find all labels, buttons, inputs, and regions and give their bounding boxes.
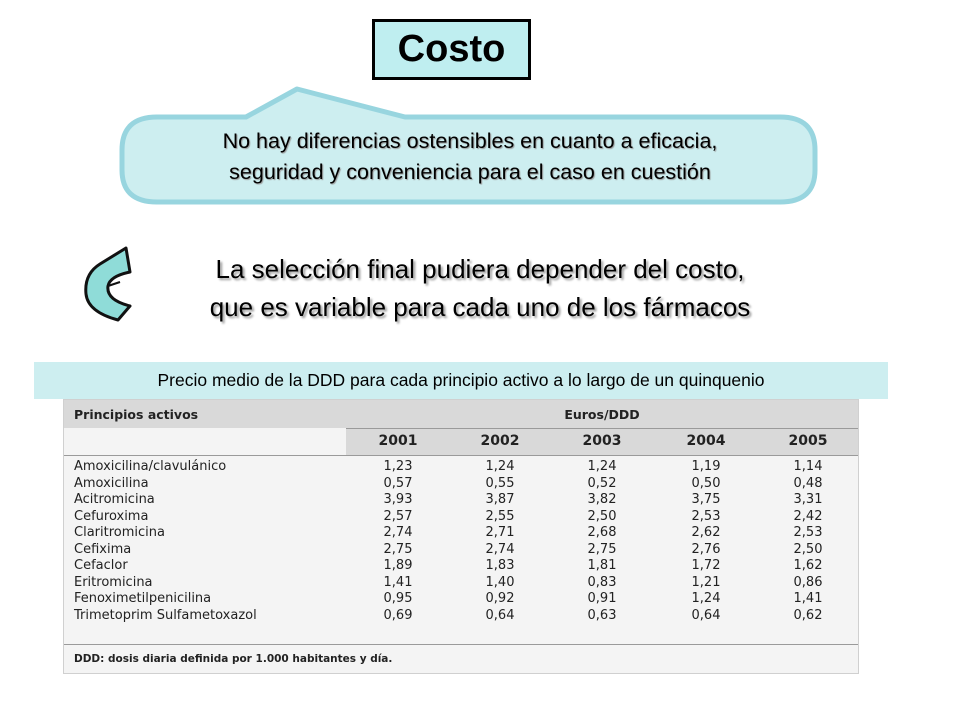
bubble-text: No hay diferencias ostensibles en cuanto… <box>125 126 815 188</box>
price-cell: 0,92 <box>485 591 515 606</box>
drug-name: Amoxicilina <box>74 475 149 491</box>
price-cell: 2,75 <box>587 541 617 557</box>
table-row: Cefaclor 1,89 1,83 1,81 1,72 1,62 <box>64 557 858 574</box>
price-cell: 2,50 <box>793 541 823 557</box>
price-cell: 2,53 <box>691 508 721 524</box>
price-cell: 1,40 <box>485 574 515 590</box>
price-cell: 0,48 <box>793 475 823 491</box>
page-title: Costo <box>397 28 506 70</box>
price-table: Principios activos Euros/DDD 2001 2002 2… <box>63 399 859 674</box>
price-cell: 2,68 <box>587 525 617 540</box>
price-cell: 0,63 <box>587 607 617 623</box>
price-cell: 0,52 <box>587 475 617 491</box>
price-cell: 2,50 <box>587 508 617 524</box>
price-cell: 2,42 <box>793 508 823 524</box>
table-header: Principios activos Euros/DDD <box>64 400 858 428</box>
table-row: Fenoximetilpenicilina 0,95 0,92 0,91 1,2… <box>64 590 858 607</box>
price-cell: 1,72 <box>691 558 721 573</box>
price-cell: 0,91 <box>587 591 617 606</box>
inverted-question-mark-icon <box>84 246 132 322</box>
price-cell: 1,41 <box>793 591 823 606</box>
price-cell: 2,76 <box>691 541 721 557</box>
price-cell: 0,83 <box>587 574 617 590</box>
table-row: Eritromicina 1,41 1,40 0,83 1,21 0,86 <box>64 574 858 591</box>
column-header-principios: Principios activos <box>74 407 199 422</box>
table-row: Amoxicilina/clavulánico 1,23 1,24 1,24 1… <box>64 458 858 475</box>
drug-name: Cefixima <box>74 541 132 557</box>
year-header: 2003 <box>582 433 622 449</box>
price-cell: 2,53 <box>793 525 823 540</box>
table-row: Trimetoprim Sulfametoxazol 0,69 0,64 0,6… <box>64 607 858 624</box>
price-cell: 2,71 <box>485 525 515 540</box>
price-cell: 1,81 <box>587 558 617 573</box>
header-divider <box>346 428 858 429</box>
year-header-row: 2001 2002 2003 2004 2005 <box>346 429 858 455</box>
unit-header: Euros/DDD <box>564 407 640 422</box>
price-cell: 0,50 <box>691 475 721 491</box>
price-cell: 2,57 <box>383 508 413 524</box>
price-cell: 3,75 <box>691 492 721 507</box>
drug-name: Claritromicina <box>74 525 165 540</box>
table-row: Cefuroxima 2,57 2,55 2,50 2,53 2,42 <box>64 508 858 525</box>
main-line-1: La selección final pudiera depender del … <box>215 254 745 284</box>
price-cell: 0,64 <box>485 607 515 623</box>
drug-name: Trimetoprim Sulfametoxazol <box>74 607 257 623</box>
drug-name: Eritromicina <box>74 574 153 590</box>
price-cell: 3,87 <box>485 492 515 507</box>
table-row: Amoxicilina 0,57 0,55 0,52 0,50 0,48 <box>64 475 858 492</box>
price-cell: 3,93 <box>383 492 413 507</box>
year-header: 2005 <box>788 433 828 449</box>
price-cell: 1,24 <box>691 591 721 606</box>
price-cell: 2,62 <box>691 525 721 540</box>
main-statement: La selección final pudiera depender del … <box>130 250 830 326</box>
drug-name: Acitromicina <box>74 492 155 507</box>
price-cell: 1,19 <box>691 459 721 474</box>
price-cell: 2,55 <box>485 508 515 524</box>
price-cell: 1,21 <box>691 574 721 590</box>
bubble-line-1: No hay diferencias ostensibles en cuanto… <box>222 129 718 153</box>
year-header: 2004 <box>686 433 726 449</box>
table-row: Cefixima 2,75 2,74 2,75 2,76 2,50 <box>64 541 858 558</box>
price-cell: 0,86 <box>793 574 823 590</box>
price-cell: 1,24 <box>485 459 515 474</box>
price-cell: 1,89 <box>383 558 413 573</box>
main-line-2: que es variable para cada uno de los fár… <box>209 292 751 322</box>
price-cell: 0,62 <box>793 607 823 623</box>
table-body: Amoxicilina/clavulánico 1,23 1,24 1,24 1… <box>64 458 858 623</box>
price-cell: 0,95 <box>383 591 413 606</box>
year-header: 2002 <box>480 433 520 449</box>
price-cell: 2,75 <box>383 541 413 557</box>
price-cell: 1,14 <box>793 459 823 474</box>
price-cell: 0,64 <box>691 607 721 623</box>
table-row: Acitromicina 3,93 3,87 3,82 3,75 3,31 <box>64 491 858 508</box>
price-cell: 0,57 <box>383 475 413 491</box>
bubble-line-2: seguridad y conveniencia para el caso en… <box>229 160 711 184</box>
price-cell: 1,24 <box>587 459 617 474</box>
body-divider <box>64 455 858 456</box>
price-cell: 1,41 <box>383 574 413 590</box>
table-row: Claritromicina 2,74 2,71 2,68 2,62 2,53 <box>64 524 858 541</box>
price-cell: 2,74 <box>485 541 515 557</box>
price-cell: 1,83 <box>485 558 515 573</box>
year-header: 2001 <box>378 433 418 449</box>
price-cell: 0,69 <box>383 607 413 623</box>
price-cell: 3,31 <box>793 492 823 507</box>
footer-divider <box>64 644 858 645</box>
drug-name: Cefuroxima <box>74 508 149 524</box>
title-box: Costo <box>372 19 531 80</box>
drug-name: Amoxicilina/clavulánico <box>74 459 227 474</box>
table-footnote: DDD: dosis diaria definida por 1.000 hab… <box>74 653 393 665</box>
drug-name: Fenoximetilpenicilina <box>74 591 212 606</box>
drug-name: Cefaclor <box>74 558 128 573</box>
price-cell: 1,62 <box>793 558 823 573</box>
price-cell: 0,55 <box>485 475 515 491</box>
price-cell: 1,23 <box>383 459 413 474</box>
table-caption: Precio medio de la DDD para cada princip… <box>34 362 888 399</box>
price-cell: 2,74 <box>383 525 413 540</box>
price-cell: 3,82 <box>587 492 617 507</box>
